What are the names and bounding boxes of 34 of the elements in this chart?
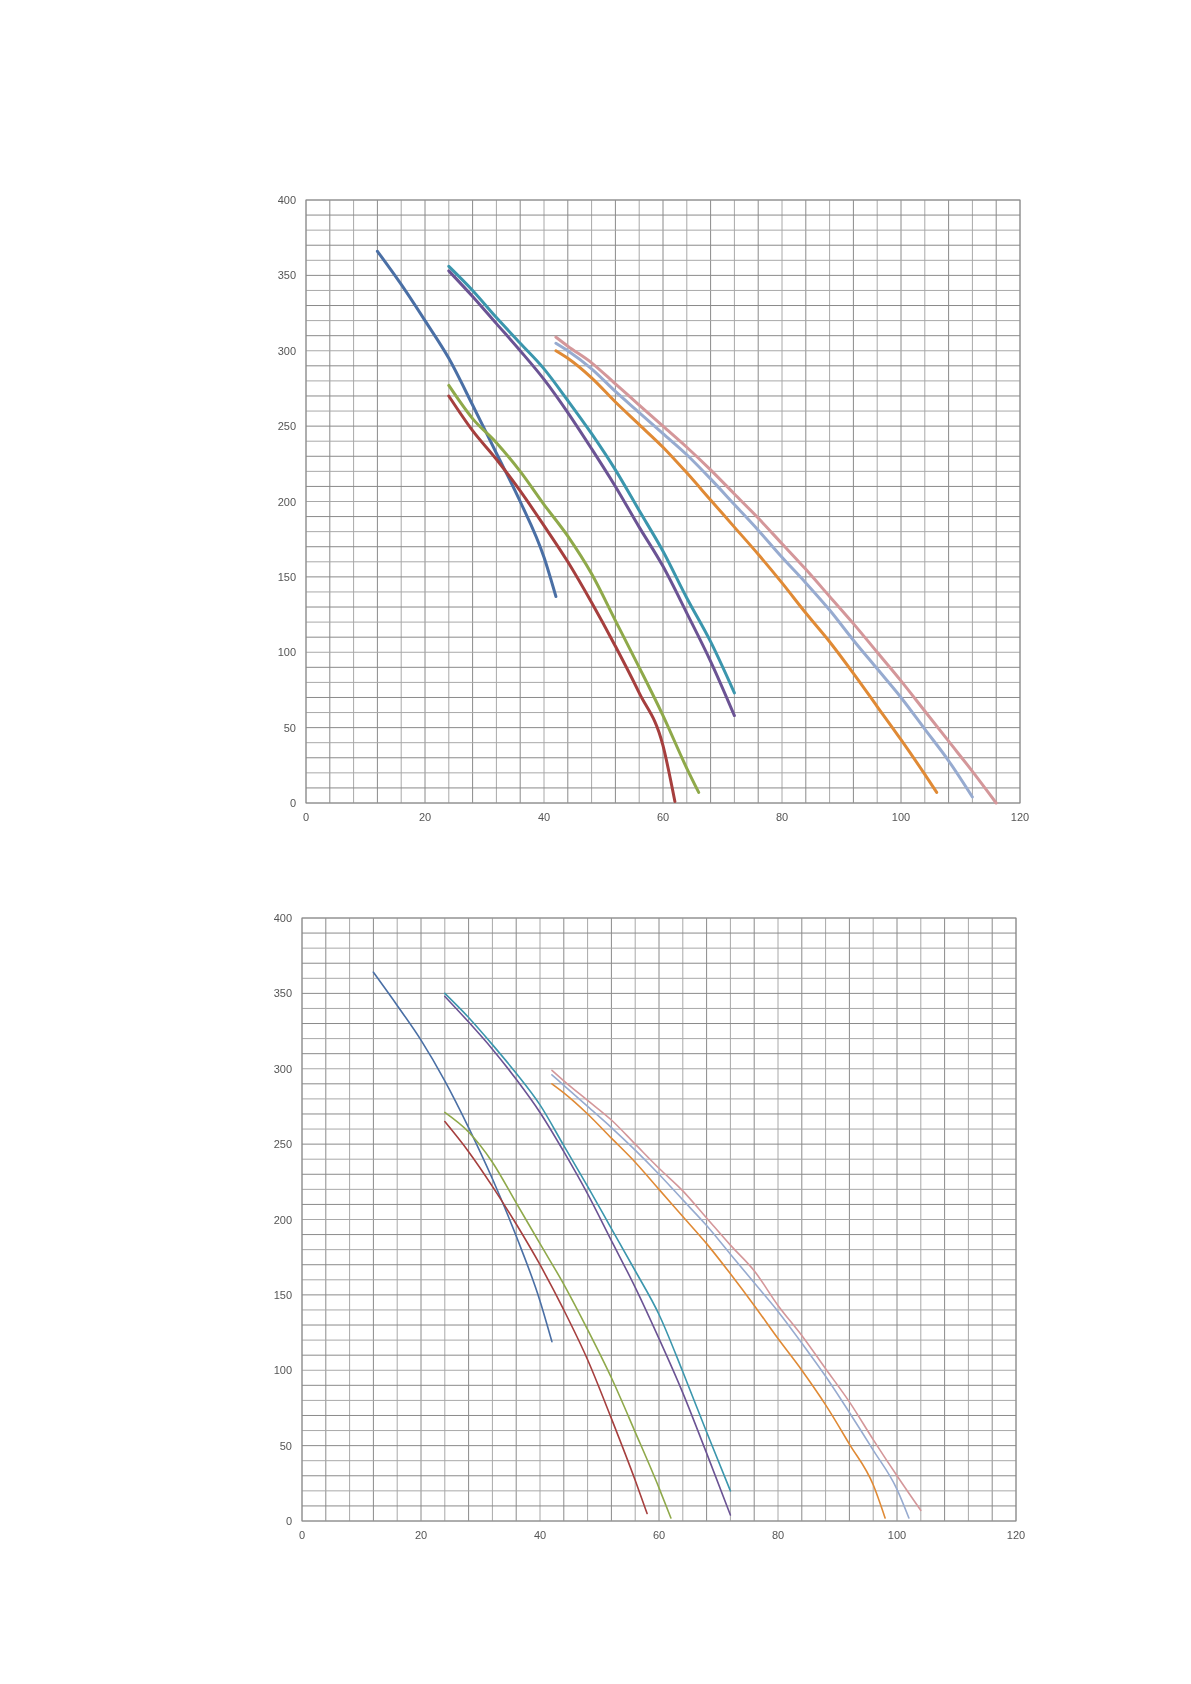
y-tick-label: 50 bbox=[283, 721, 296, 734]
x-tick-label: 120 bbox=[1006, 1529, 1026, 1541]
y-tick-label: 200 bbox=[273, 1213, 292, 1226]
x-tick-label: 80 bbox=[775, 811, 789, 823]
y-tick-label: 250 bbox=[277, 420, 296, 433]
x-tick-label: 60 bbox=[652, 1529, 666, 1541]
x-tick-label: 40 bbox=[537, 811, 551, 823]
x-tick-label: 100 bbox=[887, 1529, 907, 1541]
x-tick-label: 100 bbox=[891, 811, 911, 823]
y-tick-label: 400 bbox=[277, 194, 296, 206]
y-tick-label: 100 bbox=[277, 646, 296, 659]
x-tick-label: 40 bbox=[533, 1529, 547, 1541]
y-tick-label: 200 bbox=[277, 495, 296, 508]
y-tick-label: 250 bbox=[273, 1138, 292, 1151]
y-tick-label: 100 bbox=[273, 1364, 292, 1377]
y-tick-label: 350 bbox=[273, 987, 292, 1000]
y-tick-label: 400 bbox=[273, 912, 292, 924]
x-tick-label: 20 bbox=[414, 1529, 428, 1541]
y-tick-label: 0 bbox=[285, 1515, 292, 1527]
y-tick-label: 300 bbox=[277, 344, 296, 357]
x-tick-label: 20 bbox=[418, 811, 432, 823]
x-tick-label: 60 bbox=[656, 811, 670, 823]
y-tick-label: 150 bbox=[277, 570, 296, 583]
y-tick-label: 0 bbox=[289, 797, 296, 809]
x-tick-label: 0 bbox=[302, 811, 310, 823]
x-tick-label: 120 bbox=[1010, 811, 1030, 823]
y-tick-label: 350 bbox=[277, 269, 296, 282]
y-tick-label: 300 bbox=[273, 1062, 292, 1075]
y-tick-label: 50 bbox=[279, 1439, 292, 1452]
line-series bbox=[375, 249, 558, 598]
line-series bbox=[372, 971, 553, 1343]
y-tick-label: 150 bbox=[273, 1288, 292, 1301]
x-tick-label: 0 bbox=[298, 1529, 306, 1541]
x-tick-label: 80 bbox=[771, 1529, 785, 1541]
